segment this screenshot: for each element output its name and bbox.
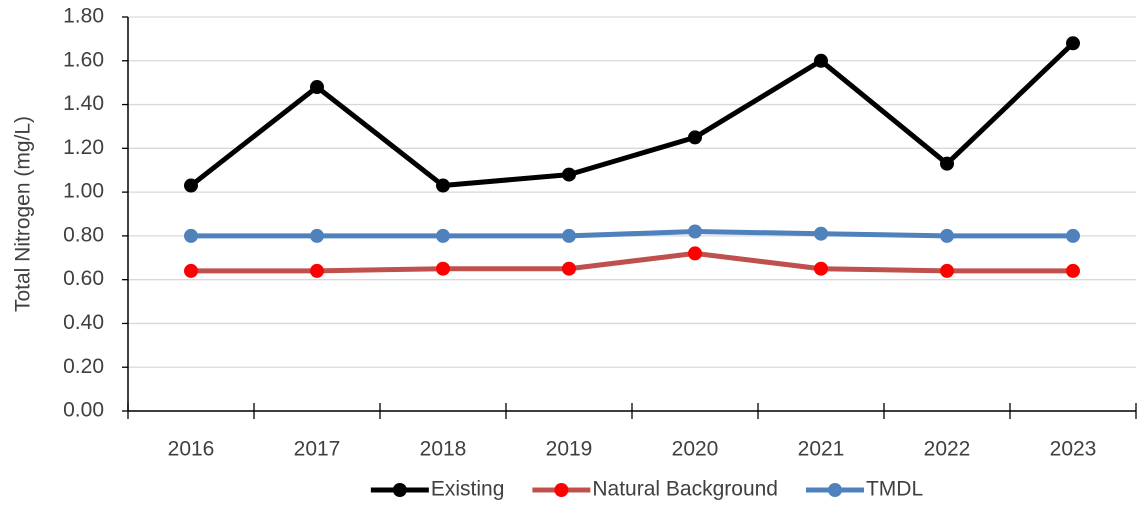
y-axis-label: Total Nitrogen (mg/L) <box>12 116 35 312</box>
series-line <box>191 250 1073 274</box>
data-point <box>814 53 828 68</box>
data-point <box>436 261 450 276</box>
y-tick-label: 1.80 <box>63 5 104 28</box>
legend-marker <box>827 483 842 497</box>
legend-label: TMDL <box>866 478 923 501</box>
data-point <box>814 261 828 276</box>
data-point <box>436 178 450 193</box>
x-tick-label: 2017 <box>294 438 341 461</box>
x-tick-label: 2016 <box>168 438 215 461</box>
data-point <box>310 80 324 95</box>
y-tick-label: 1.00 <box>63 180 104 203</box>
x-tick-label: 2019 <box>546 438 593 461</box>
data-point <box>562 228 576 243</box>
y-tick-label: 0.40 <box>63 311 104 334</box>
y-tick-label: 0.00 <box>63 399 104 422</box>
y-tick-label: 0.60 <box>63 267 104 290</box>
legend-label: Natural Background <box>592 478 778 501</box>
data-point <box>814 226 828 241</box>
data-point <box>688 130 702 145</box>
y-tick-label: 1.40 <box>63 92 104 115</box>
x-tick-label: 2021 <box>798 438 845 461</box>
y-tick-label: 0.20 <box>63 355 104 378</box>
data-point <box>310 263 324 278</box>
x-tick-label: 2018 <box>420 438 467 461</box>
y-tick-label: 1.60 <box>63 48 104 71</box>
data-point <box>688 224 702 239</box>
data-point <box>1066 36 1080 51</box>
series-line <box>191 229 1073 239</box>
x-tick-label: 2022 <box>924 438 971 461</box>
legend-marker <box>554 483 569 497</box>
data-point <box>310 228 324 243</box>
y-tick-label: 1.20 <box>63 136 104 159</box>
data-point <box>562 261 576 276</box>
data-point <box>940 263 954 278</box>
data-point <box>436 228 450 243</box>
legend-marker <box>392 483 407 497</box>
legend-label: Existing <box>431 478 505 501</box>
data-point <box>940 228 954 243</box>
data-point <box>940 156 954 171</box>
data-point <box>688 246 702 261</box>
data-point <box>562 167 576 182</box>
data-point <box>184 178 198 193</box>
x-tick-label: 2020 <box>672 438 719 461</box>
data-point <box>1066 263 1080 278</box>
x-tick-label: 2023 <box>1050 438 1097 461</box>
data-point <box>184 228 198 243</box>
data-point <box>184 263 198 278</box>
data-point <box>1066 228 1080 243</box>
y-tick-label: 0.80 <box>63 223 104 246</box>
series-line <box>189 41 1075 189</box>
